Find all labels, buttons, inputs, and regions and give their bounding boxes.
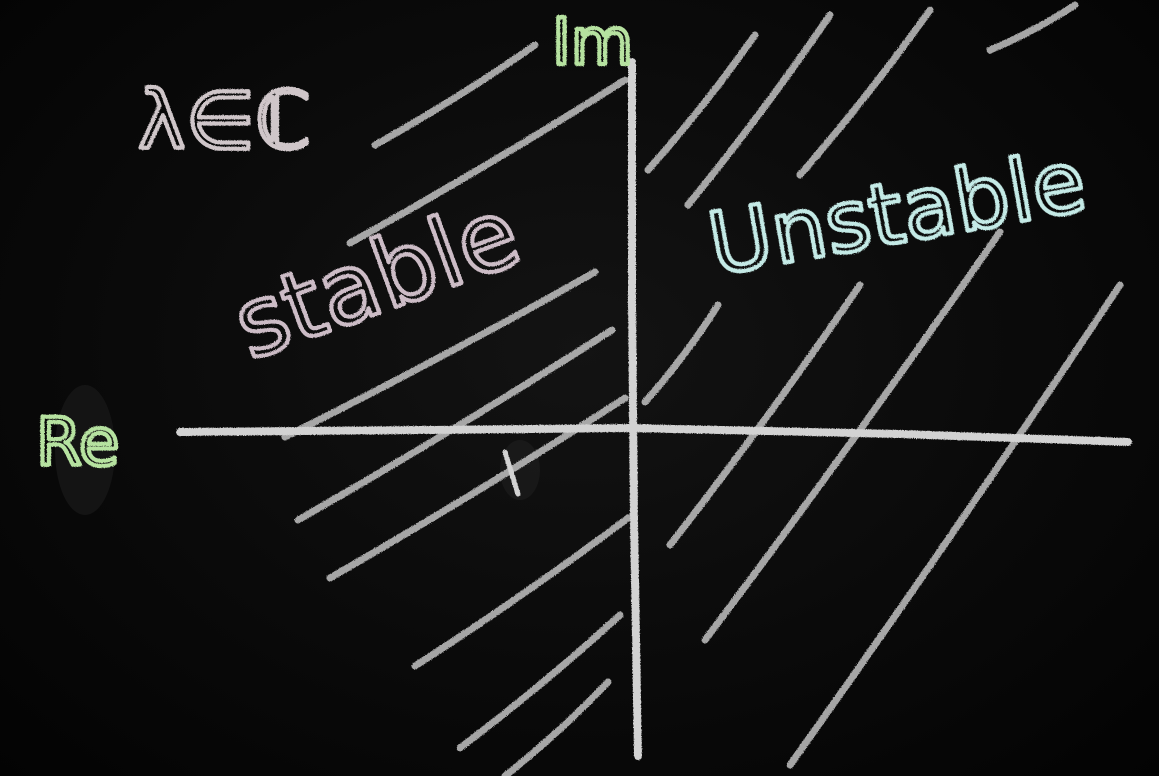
hatch-stroke — [281, 268, 599, 441]
hatch-stroke — [666, 281, 864, 549]
hatch-stroke — [786, 281, 1124, 769]
stable-region-hatching — [281, 41, 632, 776]
labels: Im Re λ∈ℂ stable Unstable — [34, 4, 1095, 483]
real-axis — [176, 424, 1132, 446]
hatch-stroke — [501, 678, 612, 776]
domain-label: λ∈ℂ — [138, 74, 311, 167]
real-axis-label: Re — [36, 404, 120, 481]
hatch-stroke — [701, 228, 1004, 644]
board-smudge — [55, 385, 115, 515]
imaginary-axis-label: Im — [552, 6, 633, 80]
unstable-region-label: Unstable — [701, 131, 1093, 295]
hatch-stroke — [346, 76, 629, 247]
hatch-stroke — [371, 41, 539, 149]
hatch-stroke — [456, 611, 624, 752]
stable-region-label: stable — [220, 176, 534, 382]
hatch-stroke — [644, 31, 759, 174]
hatch-stroke — [641, 301, 722, 406]
axes — [176, 58, 1132, 760]
hatch-stroke — [986, 1, 1079, 54]
axis-tick-mark — [502, 449, 521, 497]
hatch-stroke — [796, 6, 934, 179]
hatch-stroke — [411, 514, 632, 670]
imaginary-axis — [628, 58, 642, 760]
hatch-stroke — [684, 11, 834, 209]
hatch-stroke — [326, 394, 629, 582]
unstable-region-hatching — [641, 1, 1124, 769]
